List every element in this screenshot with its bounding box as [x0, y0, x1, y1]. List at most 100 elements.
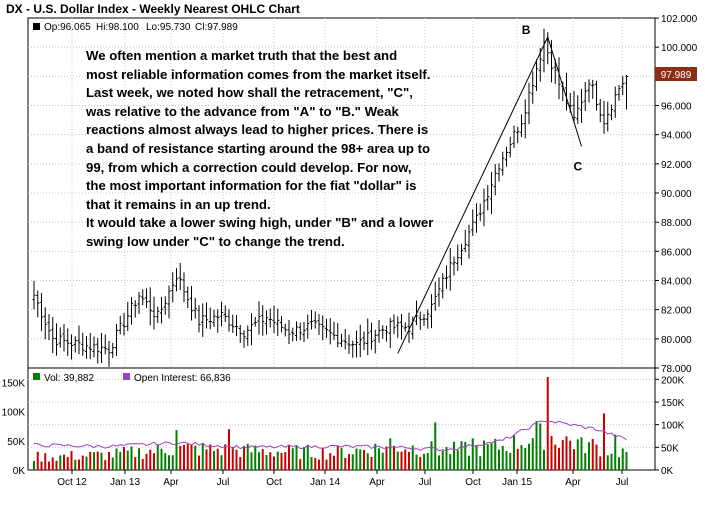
ohlc-bar [193, 297, 197, 319]
volume-bar [186, 443, 189, 470]
price-tick-label: 102.000 [661, 14, 698, 25]
ohlc-bar [174, 268, 179, 292]
volume-bar [505, 451, 508, 470]
volume-bars [33, 377, 628, 470]
volume-bar [231, 446, 234, 470]
volume-bar [426, 453, 429, 470]
ohlc-bar [531, 71, 535, 104]
ohlc-bar [253, 316, 257, 327]
volume-bar [164, 453, 167, 470]
volume-bar [580, 437, 583, 470]
ohlc-bar [343, 329, 347, 350]
volume-bar [205, 449, 208, 470]
volume-bar [408, 451, 410, 470]
last-price-box [655, 67, 697, 81]
volume-bar [145, 453, 148, 470]
volume-bar [479, 456, 482, 470]
price-grid [28, 18, 655, 470]
ohlc-bar [429, 294, 434, 329]
volume-bar [194, 445, 197, 470]
volume-bar [344, 457, 347, 470]
ohlc-bar [32, 280, 36, 310]
volume-bar [258, 452, 260, 470]
ohlc-bar [208, 307, 212, 330]
ohlc-bar [66, 328, 70, 356]
ohlc-bar [114, 323, 119, 356]
commentary-line: swing low under "C" to change the trend. [86, 233, 345, 249]
volume-bar [153, 453, 155, 470]
ohlc-bar [613, 86, 617, 118]
ohlc-bar [306, 314, 310, 339]
volume-bar [51, 457, 54, 470]
price-tick-label: 100.000 [661, 43, 698, 54]
ohlc-bar [549, 40, 554, 83]
ohlc-bar [118, 315, 122, 335]
volume-bar [160, 448, 163, 470]
volume-legend-swatch [33, 373, 40, 380]
volume-bar [329, 453, 332, 470]
ohlc-bar [362, 331, 366, 351]
ohlc-bar [302, 321, 306, 342]
volume-bar [573, 449, 575, 470]
ohlc-bar [621, 75, 625, 96]
ohlc-bar [219, 301, 224, 327]
ohlc-bar [594, 80, 599, 111]
volume-bar [483, 440, 485, 470]
volume-bar [288, 444, 290, 470]
volume-bar [310, 457, 313, 470]
volume-bar [610, 453, 613, 470]
ohlc-bar [441, 273, 445, 299]
volume-bar [104, 460, 107, 470]
price-tick-label: 96.000 [661, 102, 692, 113]
volume-left-tick-label: 0K [13, 466, 26, 477]
trendline-b-c [547, 36, 582, 147]
ohlc-bar [508, 136, 512, 158]
ohlc-bar [407, 312, 411, 343]
volume-bar [531, 438, 534, 470]
ohlc-bar [111, 342, 115, 359]
ohlc-bar [73, 336, 77, 353]
volume-bar [119, 451, 122, 470]
volume-bar [141, 459, 144, 470]
ohlc-bar [392, 314, 396, 335]
volume-bar [123, 446, 125, 470]
ohlc-bar [587, 79, 591, 103]
volume-bar [78, 459, 80, 470]
volume-bar [201, 443, 204, 470]
ohlc-bar [298, 322, 302, 341]
ohlc-bar [283, 323, 287, 337]
volume-bar [100, 452, 103, 470]
volume-bar [33, 460, 35, 470]
ohlc-bar [512, 125, 516, 148]
ohlc-bar [452, 256, 456, 276]
ohlc-bar [287, 319, 291, 345]
volume-bar [108, 451, 110, 470]
ohlc-bar [377, 320, 381, 343]
ohlc-bar [92, 336, 96, 358]
volume-bar [48, 461, 50, 470]
volume-right-tick-label: 200K [661, 375, 685, 386]
ohlc-bar [418, 311, 422, 330]
time-tick-label: Jan 15 [502, 477, 532, 488]
ohlc-bar [339, 333, 344, 348]
volume-bar [321, 448, 324, 470]
volume-bar [385, 446, 388, 470]
volume-bar [198, 455, 200, 470]
time-axis: Oct 12 Jan 13 Apr Jul Oct Jan 14 Apr Jul Oct Jan … [57, 470, 628, 488]
commentary-line: 99, from which a correction could develo… [86, 159, 412, 175]
volume-bar [220, 455, 223, 470]
ohlc-bar [212, 309, 216, 327]
ohlc-bar [523, 99, 527, 139]
ohlc-bar [43, 307, 47, 340]
ohlc-bar [324, 318, 329, 339]
volume-bar [569, 440, 572, 470]
volume-bar [396, 451, 399, 470]
ohlc-bar [268, 308, 272, 328]
volume-bar [516, 448, 519, 470]
ohlc-bar [264, 310, 269, 335]
ohlc-bar [489, 172, 494, 214]
price-tick-label: 92.000 [661, 160, 692, 171]
volume-bar [524, 448, 527, 470]
ohlc-bar [276, 308, 280, 336]
volume-bar [55, 460, 58, 470]
